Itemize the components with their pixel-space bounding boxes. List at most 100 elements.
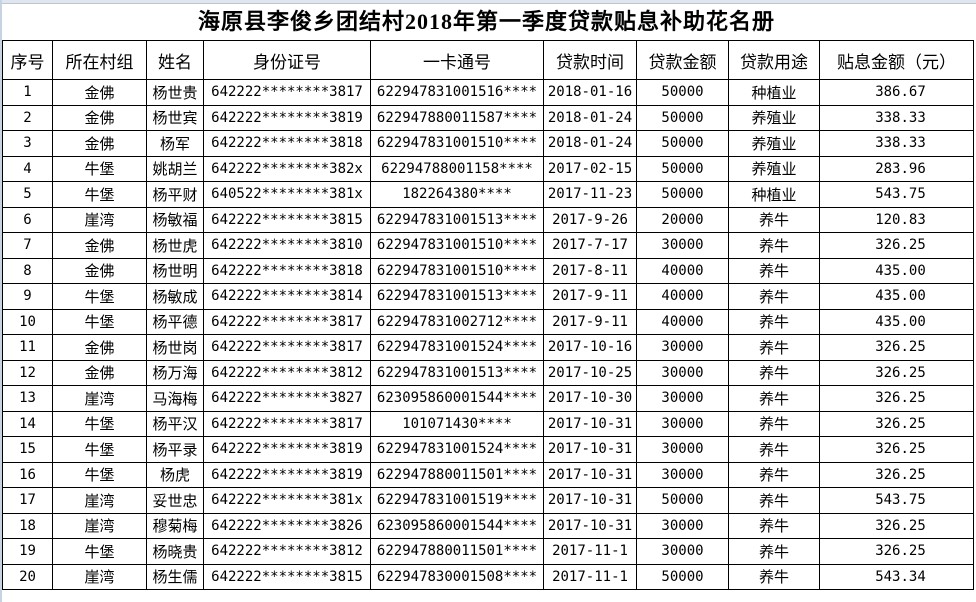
cell-loan-date[interactable]: 2017-9-11 [543, 283, 637, 310]
cell-village-group[interactable]: 崖湾 [52, 385, 147, 412]
cell-subsidy-amount[interactable]: 326.25 [819, 232, 974, 259]
cell-seq[interactable]: 4 [2, 155, 53, 182]
cell-loan-date[interactable]: 2017-11-23 [543, 181, 637, 208]
cell-subsidy-amount[interactable]: 543.75 [819, 181, 974, 208]
cell-loan-date[interactable]: 2017-11-1 [543, 563, 637, 590]
cell-id-number[interactable]: 642222********3819 [203, 436, 371, 463]
cell-village-group[interactable]: 崖湾 [52, 487, 147, 514]
cell-name[interactable]: 杨世贵 [146, 79, 204, 106]
cell-name[interactable]: 杨军 [146, 130, 204, 157]
cell-loan-purpose[interactable]: 养牛 [728, 334, 820, 361]
cell-loan-amount[interactable]: 50000 [636, 130, 729, 157]
cell-name[interactable]: 杨万海 [146, 359, 204, 386]
cell-loan-date[interactable]: 2017-10-16 [543, 334, 637, 361]
cell-loan-date[interactable]: 2017-10-31 [543, 461, 637, 488]
cell-name[interactable]: 杨世岗 [146, 334, 204, 361]
column-header-loan-date[interactable]: 贷款时间 [543, 40, 637, 80]
cell-card-number[interactable]: 622947831001524**** [370, 334, 544, 361]
cell-subsidy-amount[interactable]: 435.00 [819, 308, 974, 335]
cell-seq[interactable]: 11 [2, 334, 53, 361]
cell-name[interactable]: 妥世忠 [146, 487, 204, 514]
cell-card-number[interactable]: 622947831001513**** [370, 206, 544, 233]
cell-name[interactable]: 杨虎 [146, 461, 204, 488]
cell-loan-purpose[interactable]: 养牛 [728, 359, 820, 386]
cell-loan-amount[interactable]: 50000 [636, 487, 729, 514]
cell-loan-purpose[interactable]: 种植业 [728, 181, 820, 208]
cell-loan-date[interactable]: 2017-7-17 [543, 232, 637, 259]
cell-seq[interactable]: 5 [2, 181, 53, 208]
cell-village-group[interactable]: 牛堡 [52, 155, 147, 182]
cell-village-group[interactable]: 牛堡 [52, 308, 147, 335]
cell-seq[interactable]: 12 [2, 359, 53, 386]
cell-name[interactable]: 杨世虎 [146, 232, 204, 259]
cell-seq[interactable]: 19 [2, 538, 53, 565]
cell-id-number[interactable]: 640522********381x [203, 181, 371, 208]
cell-village-group[interactable]: 金佛 [52, 257, 147, 284]
cell-loan-amount[interactable]: 30000 [636, 232, 729, 259]
cell-card-number[interactable]: 622947831002712**** [370, 308, 544, 335]
cell-loan-date[interactable]: 2018-01-24 [543, 130, 637, 157]
cell-loan-amount[interactable]: 30000 [636, 385, 729, 412]
cell-village-group[interactable]: 崖湾 [52, 206, 147, 233]
cell-loan-purpose[interactable]: 种植业 [728, 79, 820, 106]
cell-subsidy-amount[interactable]: 120.83 [819, 206, 974, 233]
cell-seq[interactable]: 2 [2, 104, 53, 131]
column-header-id-number[interactable]: 身份证号 [203, 40, 371, 80]
cell-name[interactable]: 杨平财 [146, 181, 204, 208]
cell-seq[interactable]: 18 [2, 512, 53, 539]
cell-loan-purpose[interactable]: 养殖业 [728, 130, 820, 157]
cell-id-number[interactable]: 642222********3818 [203, 257, 371, 284]
cell-name[interactable]: 杨敏成 [146, 283, 204, 310]
cell-loan-purpose[interactable]: 养牛 [728, 487, 820, 514]
cell-loan-amount[interactable]: 30000 [636, 461, 729, 488]
cell-loan-amount[interactable]: 50000 [636, 104, 729, 131]
cell-card-number[interactable]: 623095860001544**** [370, 385, 544, 412]
cell-loan-amount[interactable]: 40000 [636, 308, 729, 335]
cell-loan-amount[interactable]: 50000 [636, 181, 729, 208]
cell-loan-purpose[interactable]: 养牛 [728, 257, 820, 284]
cell-subsidy-amount[interactable]: 338.33 [819, 130, 974, 157]
cell-loan-date[interactable]: 2017-10-31 [543, 487, 637, 514]
cell-village-group[interactable]: 金佛 [52, 359, 147, 386]
column-header-village-group[interactable]: 所在村组 [52, 40, 147, 80]
cell-loan-date[interactable]: 2017-10-31 [543, 512, 637, 539]
column-header-loan-amount[interactable]: 贷款金额 [636, 40, 729, 80]
cell-id-number[interactable]: 642222********382x [203, 155, 371, 182]
cell-village-group[interactable]: 牛堡 [52, 436, 147, 463]
cell-card-number[interactable]: 182264380**** [370, 181, 544, 208]
cell-card-number[interactable]: 62294788001158**** [370, 155, 544, 182]
cell-loan-amount[interactable]: 30000 [636, 334, 729, 361]
cell-loan-amount[interactable]: 40000 [636, 257, 729, 284]
cell-loan-purpose[interactable]: 养牛 [728, 206, 820, 233]
cell-loan-amount[interactable]: 30000 [636, 436, 729, 463]
cell-id-number[interactable]: 642222********3812 [203, 538, 371, 565]
cell-id-number[interactable]: 642222********3817 [203, 410, 371, 437]
cell-village-group[interactable]: 金佛 [52, 130, 147, 157]
cell-loan-date[interactable]: 2017-10-30 [543, 385, 637, 412]
cell-loan-purpose[interactable]: 养牛 [728, 385, 820, 412]
cell-card-number[interactable]: 623095860001544**** [370, 512, 544, 539]
cell-village-group[interactable]: 牛堡 [52, 181, 147, 208]
cell-loan-amount[interactable]: 30000 [636, 538, 729, 565]
cell-subsidy-amount[interactable]: 326.25 [819, 436, 974, 463]
cell-village-group[interactable]: 崖湾 [52, 512, 147, 539]
cell-seq[interactable]: 13 [2, 385, 53, 412]
cell-loan-purpose[interactable]: 养牛 [728, 538, 820, 565]
cell-seq[interactable]: 6 [2, 206, 53, 233]
cell-id-number[interactable]: 642222********3819 [203, 104, 371, 131]
cell-village-group[interactable]: 金佛 [52, 79, 147, 106]
cell-loan-amount[interactable]: 50000 [636, 79, 729, 106]
cell-name[interactable]: 杨敏福 [146, 206, 204, 233]
cell-id-number[interactable]: 642222********3815 [203, 563, 371, 590]
cell-seq[interactable]: 1 [2, 79, 53, 106]
cell-subsidy-amount[interactable]: 326.25 [819, 512, 974, 539]
cell-seq[interactable]: 8 [2, 257, 53, 284]
cell-subsidy-amount[interactable]: 543.75 [819, 487, 974, 514]
cell-card-number[interactable]: 622947831001510**** [370, 232, 544, 259]
cell-id-number[interactable]: 642222********3817 [203, 308, 371, 335]
cell-subsidy-amount[interactable]: 338.33 [819, 104, 974, 131]
cell-name[interactable]: 杨平录 [146, 436, 204, 463]
cell-subsidy-amount[interactable]: 326.25 [819, 334, 974, 361]
cell-seq[interactable]: 9 [2, 283, 53, 310]
cell-id-number[interactable]: 642222********3819 [203, 461, 371, 488]
